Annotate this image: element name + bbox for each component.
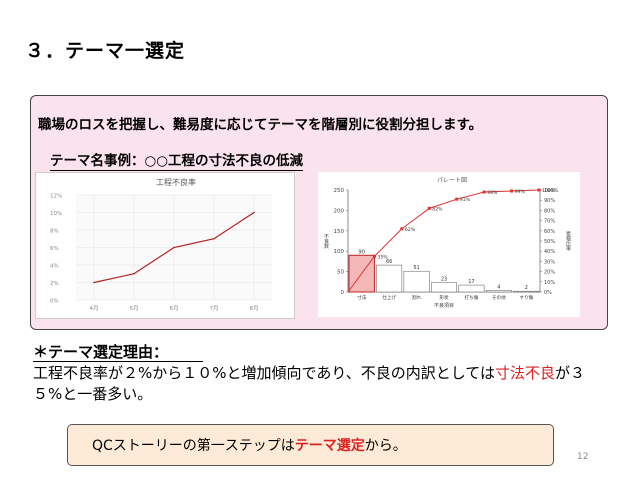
reason-text: 工程不良率が２%から１０%と増加傾向であり、不良の内訳としては寸法不良が３５%と…	[33, 363, 613, 405]
x-tick-label: 割れ	[412, 294, 422, 301]
y2-tick-label: 90%	[544, 198, 555, 204]
x-tick-label: 5月	[130, 305, 139, 312]
cumulative-label: 91%	[460, 197, 471, 203]
defect-rate-line-chart: 工程不良率 0% 2% 4% 6% 8% 10% 12% 4月 5月 6月 7月 8月	[35, 172, 295, 319]
y-tick-label: 200	[334, 208, 345, 214]
cumulative-label: 35%	[377, 254, 388, 260]
y-tick-label: 4%	[50, 264, 59, 270]
cumulative-line	[347, 189, 540, 293]
x-tick-label: 形状	[439, 294, 449, 301]
reason-heading: ＊テーマ選定理由：	[33, 343, 169, 361]
y2-tick-label: 0%	[544, 290, 552, 296]
y2-tick-label: 70%	[544, 219, 555, 225]
x-tick-label: その他	[492, 294, 506, 301]
pareto-chart: パレート図 0 50 100 150 200 250 0% 10% 20% 30% 40% 50% 60%…	[318, 172, 580, 317]
y-tick-label: 150	[334, 229, 345, 235]
callout-text-1: QCストーリーの第一ステップは	[92, 438, 295, 454]
y-tick-label: 10%	[50, 211, 62, 217]
y-tick-label: 0	[341, 290, 345, 296]
bar-value-label: 2	[525, 285, 528, 291]
cumulative-point	[372, 254, 376, 258]
callout-text: QCストーリーの第一ステップはテーマ選定から。	[92, 435, 407, 455]
cumulative-point	[427, 206, 431, 210]
pareto-bar	[458, 284, 485, 293]
pareto-bar	[431, 282, 457, 293]
y-tick-label: 250	[334, 188, 345, 194]
y2-tick-label: 40%	[544, 249, 555, 255]
x-tick-label: 8月	[250, 305, 259, 312]
bar-value-label: 66	[386, 259, 392, 265]
reason-text-1: 工程不良率が２%から１０%と増加傾向であり、不良の内訳としては	[33, 364, 496, 382]
data-point	[253, 211, 255, 214]
y2-tick-label: 30%	[544, 259, 555, 265]
callout-box	[67, 424, 554, 466]
reason-underline	[33, 361, 203, 362]
y-axis-label: 不良数	[323, 234, 329, 250]
y2-tick-label: 100%	[544, 188, 559, 194]
cumulative-point	[400, 227, 404, 231]
cumulative-point	[482, 190, 486, 194]
bar-value-label: 51	[413, 265, 419, 271]
callout-text-3: から。	[364, 438, 407, 454]
cumulative-label: 82%	[432, 206, 443, 212]
callout-text-highlight: テーマ選定	[294, 438, 365, 454]
cumulative-label: 62%	[405, 227, 416, 233]
slide-title: ３．テーマ一選定	[25, 40, 186, 62]
bar-value-label: 17	[468, 279, 474, 285]
bar-value-label: 4	[497, 284, 500, 290]
cumulative-label: 100%	[542, 188, 556, 194]
theme-example: テーマ名事例：○○工程の寸法不良の低減	[50, 149, 304, 171]
cumulative-label: 99%	[515, 189, 526, 195]
intro-text: 職場のロスを把握し、難易度に応じてテーマを階層別に役割分担します。	[38, 117, 483, 133]
bar-value-label: 23	[441, 277, 447, 283]
y2-tick-label: 20%	[544, 270, 555, 276]
page-number: 12	[577, 452, 589, 462]
y-tick-label: 12%	[50, 194, 62, 200]
x-tick-label: 打ち傷	[465, 294, 479, 301]
chart-title: 工程不良率	[156, 177, 196, 187]
cumulative-point	[455, 197, 459, 201]
x-tick-label: 寸法	[357, 294, 367, 301]
cumulative-point	[537, 188, 541, 192]
y-tick-label: 0%	[50, 299, 59, 305]
x-axis-label: 不良項目	[434, 302, 454, 309]
x-tick-label: 4月	[90, 305, 99, 312]
y2-axis-label: 累積比率	[565, 231, 571, 252]
cumulative-point	[510, 189, 514, 193]
data-point	[133, 272, 135, 275]
x-tick-label: 仕上げ	[382, 294, 396, 301]
pareto-bar	[513, 290, 540, 293]
x-tick-label: 6月	[170, 305, 179, 312]
y-tick-label: 8%	[50, 229, 59, 235]
y-tick-label: 2%	[50, 281, 59, 287]
x-tick-label: 7月	[210, 305, 219, 312]
y-tick-label: 50	[337, 270, 344, 276]
bar-value-label: 90	[359, 249, 365, 255]
chart-title: パレート図	[437, 177, 467, 184]
pareto-bar	[403, 270, 430, 293]
data-point	[93, 281, 95, 284]
pareto-bar	[485, 290, 512, 293]
reason-text-3: が３５%と一番多い。	[33, 364, 586, 403]
y-tick-label: 6%	[50, 246, 59, 252]
y2-tick-label: 80%	[544, 208, 555, 214]
data-point	[213, 237, 215, 240]
y2-tick-label: 50%	[544, 239, 555, 245]
y-tick-label: 100	[334, 249, 345, 255]
data-point	[173, 246, 175, 249]
reason-text-highlight: 寸法不良	[495, 364, 556, 382]
cumulative-label: 98%	[487, 190, 498, 196]
x-tick-label: すり傷	[519, 294, 533, 301]
pareto-bar	[376, 264, 403, 293]
y2-tick-label: 10%	[544, 280, 555, 286]
y2-tick-label: 60%	[544, 229, 555, 235]
